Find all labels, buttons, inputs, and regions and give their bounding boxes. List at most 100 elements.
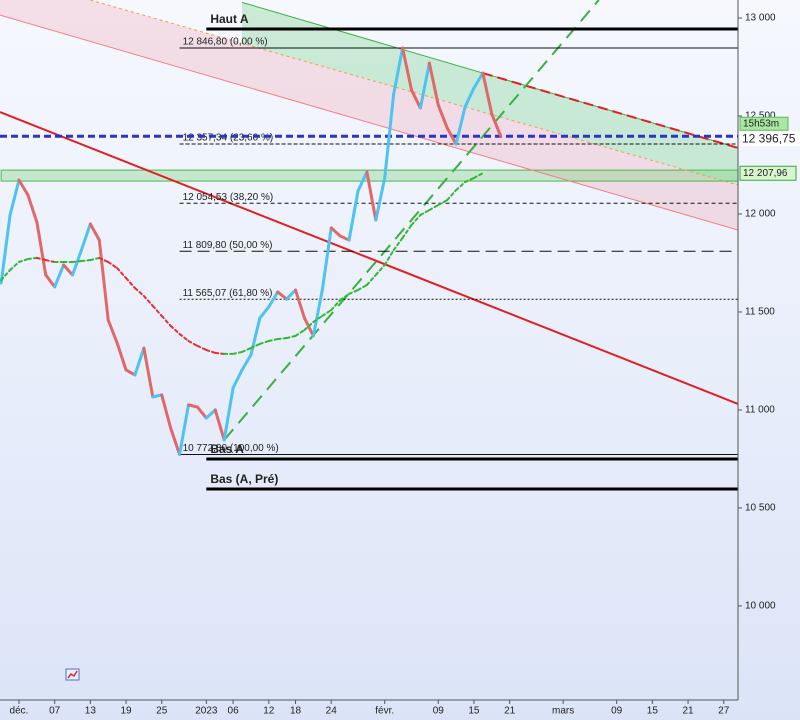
price-segment: [98, 256, 110, 264]
x-tick-label: 2023: [195, 706, 218, 717]
price-segment: [410, 88, 422, 110]
price-segment: [241, 347, 252, 353]
x-tick-label: 21: [682, 706, 694, 717]
x-tick-label: 18: [290, 706, 302, 717]
x-tick-label: 12: [263, 706, 275, 717]
price-segment: [446, 189, 458, 202]
price-segment: [142, 346, 155, 399]
price-segment: [88, 222, 101, 242]
price-segment: [151, 304, 163, 317]
price-segment: [401, 223, 413, 239]
price-segment: [276, 290, 289, 301]
y-tick-label: 13 000: [745, 13, 776, 24]
plot-area: 12 846,80 (0,00 %) 12 357,34 (23,60 %) 12 …: [0, 0, 738, 491]
price-segment: [8, 178, 21, 217]
price-segment: [133, 287, 145, 297]
y-tick-label: 10 500: [745, 503, 776, 514]
price-segment: [329, 226, 342, 238]
price-segment: [418, 61, 431, 110]
price-segment: [71, 260, 83, 264]
price-segment: [17, 178, 30, 197]
trendline: [223, 0, 600, 441]
x-tick-label: 25: [156, 706, 168, 717]
price-segment: [35, 220, 48, 277]
last-price-label: 12 396,75: [742, 131, 796, 145]
fib-label: 10 772,80 (100,00 %): [183, 443, 279, 454]
y-tick-label: 11 500: [745, 307, 775, 318]
price-segment: [401, 46, 414, 92]
price-segment: [204, 408, 217, 420]
x-tick-label: 07: [49, 706, 61, 717]
price-segment: [347, 189, 360, 242]
price-segment: [125, 277, 136, 290]
price-segment: [195, 405, 208, 420]
price-segment: [151, 393, 164, 399]
ma-box: [739, 165, 797, 181]
fib-label: 11 565,07 (61,80 %): [183, 288, 273, 299]
price-segment: [196, 344, 208, 351]
price-segment: [445, 126, 458, 146]
price-segment: [44, 259, 56, 264]
price-segment: [276, 337, 288, 341]
x-tick-label: 27: [718, 706, 730, 717]
y-tick-label: 12 000: [745, 209, 776, 220]
fib-label: 12 357,34 (23,60 %): [183, 133, 274, 144]
price-segment: [142, 294, 154, 307]
price-segment: [187, 339, 199, 347]
price-segment: [62, 263, 75, 277]
price-segment: [392, 46, 405, 96]
price-segment: [116, 267, 128, 280]
price-segment: [365, 273, 377, 286]
x-tick-label: 06: [228, 706, 240, 717]
price-segment: [115, 341, 128, 372]
price-segment: [26, 193, 39, 224]
x-tick-label: 09: [433, 706, 445, 717]
price-segment: [186, 403, 199, 409]
price-segment: [35, 256, 47, 262]
price-segment: [267, 290, 280, 309]
y-tick-label: 10 000: [745, 601, 776, 612]
x-tick-label: mars: [552, 706, 574, 717]
price-segment: [463, 86, 476, 109]
price-segment: [481, 71, 494, 116]
price-segment: [428, 203, 440, 212]
price-segment: [472, 172, 484, 179]
price-segment: [321, 309, 333, 317]
price-segment: [294, 288, 306, 320]
price-segment: [356, 170, 369, 193]
price-segment: [427, 61, 440, 107]
channel-fill: [0, 0, 738, 231]
price-segment: [133, 346, 146, 377]
level-label: Haut A: [210, 12, 249, 26]
price-segment: [89, 256, 101, 262]
price-segment: [231, 368, 244, 390]
price-segment: [232, 350, 244, 355]
price-segment: [330, 299, 342, 312]
price-segment: [490, 112, 503, 138]
price-segment: [437, 199, 449, 206]
icon: [65, 668, 80, 681]
price-segment: [294, 329, 306, 337]
price-segment: [285, 334, 297, 340]
trendline: [0, 14, 738, 231]
x-tick-label: 21: [504, 706, 516, 717]
price-segment: [9, 261, 21, 272]
y-tick-label: 12 500: [745, 111, 776, 122]
price-segment: [106, 318, 119, 345]
price-segment: [222, 386, 235, 442]
price-segment: [80, 259, 92, 263]
price-segment: [107, 261, 119, 270]
price-segment: [410, 213, 422, 226]
price-segment: [160, 314, 172, 327]
price-segment: [455, 181, 467, 192]
x-tick-label: 19: [120, 706, 132, 717]
price-segment: [79, 222, 92, 252]
price-segment: [249, 316, 262, 357]
price-segment: [214, 351, 226, 355]
price-segment: [339, 292, 351, 302]
price-segment: [169, 426, 182, 456]
y-tick-label: 11 000: [745, 405, 775, 416]
price-segment: [472, 71, 485, 90]
